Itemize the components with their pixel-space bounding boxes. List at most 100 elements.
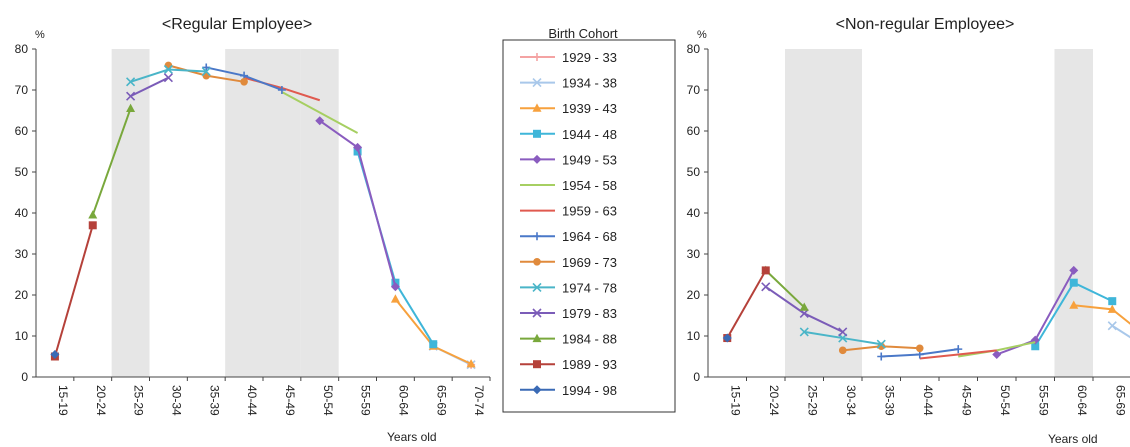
- series-1939-43: [390, 294, 476, 368]
- data-point: [532, 308, 542, 318]
- data-point: [1069, 300, 1079, 309]
- data-point: [992, 349, 1002, 359]
- x-tick-label: 40-44: [245, 385, 259, 416]
- series-1959-63: [919, 349, 997, 360]
- regular-employee-chart: <Regular Employee> % Years old 0 10 20 30 40…: [15, 16, 491, 444]
- data-point: [532, 78, 542, 88]
- series-1939-43: [1069, 300, 1130, 325]
- data-point: [126, 91, 136, 101]
- data-point: [799, 302, 809, 311]
- data-point: [532, 282, 542, 292]
- data-point: [163, 64, 173, 75]
- legend-label: 1964 - 68: [562, 229, 617, 244]
- birth-cohort-legend: Birth Cohort 1929 - 33 1934 - 38 1939 - 43…: [502, 26, 676, 413]
- legend-label: 1979 - 83: [562, 306, 617, 321]
- x-tick-label: 25-29: [805, 385, 819, 416]
- series-line: [919, 349, 997, 360]
- y-axis-label: %: [697, 29, 707, 41]
- x-tick-label: 65-69: [434, 385, 448, 416]
- series-1979-83: [126, 73, 173, 101]
- series-1934-38: [1107, 321, 1130, 339]
- legend-entry: 1939 - 43: [520, 101, 617, 116]
- data-point: [88, 221, 97, 230]
- legend-label: 1974 - 78: [562, 280, 617, 295]
- series-line: [726, 269, 767, 339]
- data-point: [799, 327, 809, 337]
- x-tick-label: 15-19: [728, 385, 742, 416]
- shaded-band: [300, 49, 339, 377]
- data-point: [533, 232, 541, 241]
- data-point: [1108, 297, 1117, 306]
- series-line: [1111, 324, 1130, 339]
- legend-entry: 1944 - 48: [520, 127, 617, 142]
- legend-label: 1929 - 33: [562, 50, 617, 65]
- data-point: [88, 210, 98, 219]
- series-line: [130, 76, 169, 98]
- shaded-band: [263, 49, 301, 377]
- legend-label: 1984 - 88: [562, 332, 617, 347]
- data-point: [722, 333, 732, 343]
- legend-label: 1934 - 38: [562, 76, 617, 91]
- legend-entry: 1979 - 83: [520, 306, 617, 321]
- data-point: [1107, 321, 1117, 331]
- data-point: [429, 340, 438, 349]
- data-point: [50, 349, 60, 359]
- shaded-band: [225, 49, 263, 377]
- y-tick-label: 30: [15, 247, 29, 261]
- x-tick-label: 35-39: [882, 385, 896, 416]
- x-tick-label: 30-34: [169, 385, 183, 416]
- x-tick-label: 50-54: [321, 385, 335, 416]
- legend-label: 1989 - 93: [562, 357, 617, 372]
- series-line: [394, 298, 472, 365]
- legend-label: 1959 - 63: [562, 204, 617, 219]
- chart-title: <Regular Employee>: [162, 16, 312, 33]
- legend-label: 1969 - 73: [562, 255, 617, 270]
- x-tick-label: 45-49: [959, 385, 973, 416]
- data-point: [202, 71, 211, 80]
- data-point: [1031, 342, 1040, 351]
- legend-entry: 1984 - 88: [520, 332, 617, 347]
- legend-label: 1949 - 53: [562, 152, 617, 167]
- y-tick-label: 40: [687, 206, 701, 220]
- y-tick-label: 20: [15, 288, 29, 302]
- legend-entry: 1934 - 38: [520, 76, 617, 91]
- data-point: [1069, 265, 1079, 275]
- series-1994-98: [722, 333, 732, 343]
- data-point: [390, 294, 400, 303]
- series-line: [356, 151, 435, 345]
- shaded-band: [1054, 49, 1093, 377]
- data-point: [761, 266, 770, 275]
- shaded-band: [785, 49, 824, 377]
- legend-label: 1994 - 98: [562, 383, 617, 398]
- series-1944-48: [1031, 278, 1117, 351]
- x-tick-label: 45-49: [283, 385, 297, 416]
- x-tick-label: 20-24: [94, 385, 108, 416]
- y-tick-label: 20: [687, 288, 701, 302]
- y-tick-label: 70: [15, 83, 29, 97]
- y-tick-label: 10: [687, 329, 701, 343]
- legend-title: Birth Cohort: [548, 26, 618, 41]
- chart-title: <Non-regular Employee>: [836, 16, 1015, 33]
- series-1989-93: [50, 221, 97, 361]
- data-point: [353, 142, 363, 152]
- y-tick-label: 60: [15, 124, 29, 138]
- legend-entry: 1959 - 63: [520, 204, 617, 219]
- data-point: [240, 78, 248, 86]
- shaded-band: [111, 49, 150, 377]
- x-tick-label: 35-39: [207, 385, 221, 416]
- data-point: [954, 345, 963, 354]
- data-point: [532, 154, 542, 164]
- data-point: [533, 258, 541, 266]
- data-point: [532, 103, 542, 112]
- data-point: [533, 129, 541, 138]
- series-1984-88: [88, 103, 136, 219]
- data-point: [202, 63, 211, 72]
- data-point: [915, 344, 924, 353]
- x-tick-label: 60-64: [1075, 385, 1089, 416]
- x-tick-label: 25-29: [132, 385, 146, 416]
- x-tick-label: 55-59: [359, 385, 373, 416]
- y-tick-label: 70: [687, 83, 701, 97]
- legend-entry: 1974 - 78: [520, 280, 617, 295]
- x-tick-label: 50-54: [998, 385, 1012, 416]
- x-tick-label: 60-64: [396, 385, 410, 416]
